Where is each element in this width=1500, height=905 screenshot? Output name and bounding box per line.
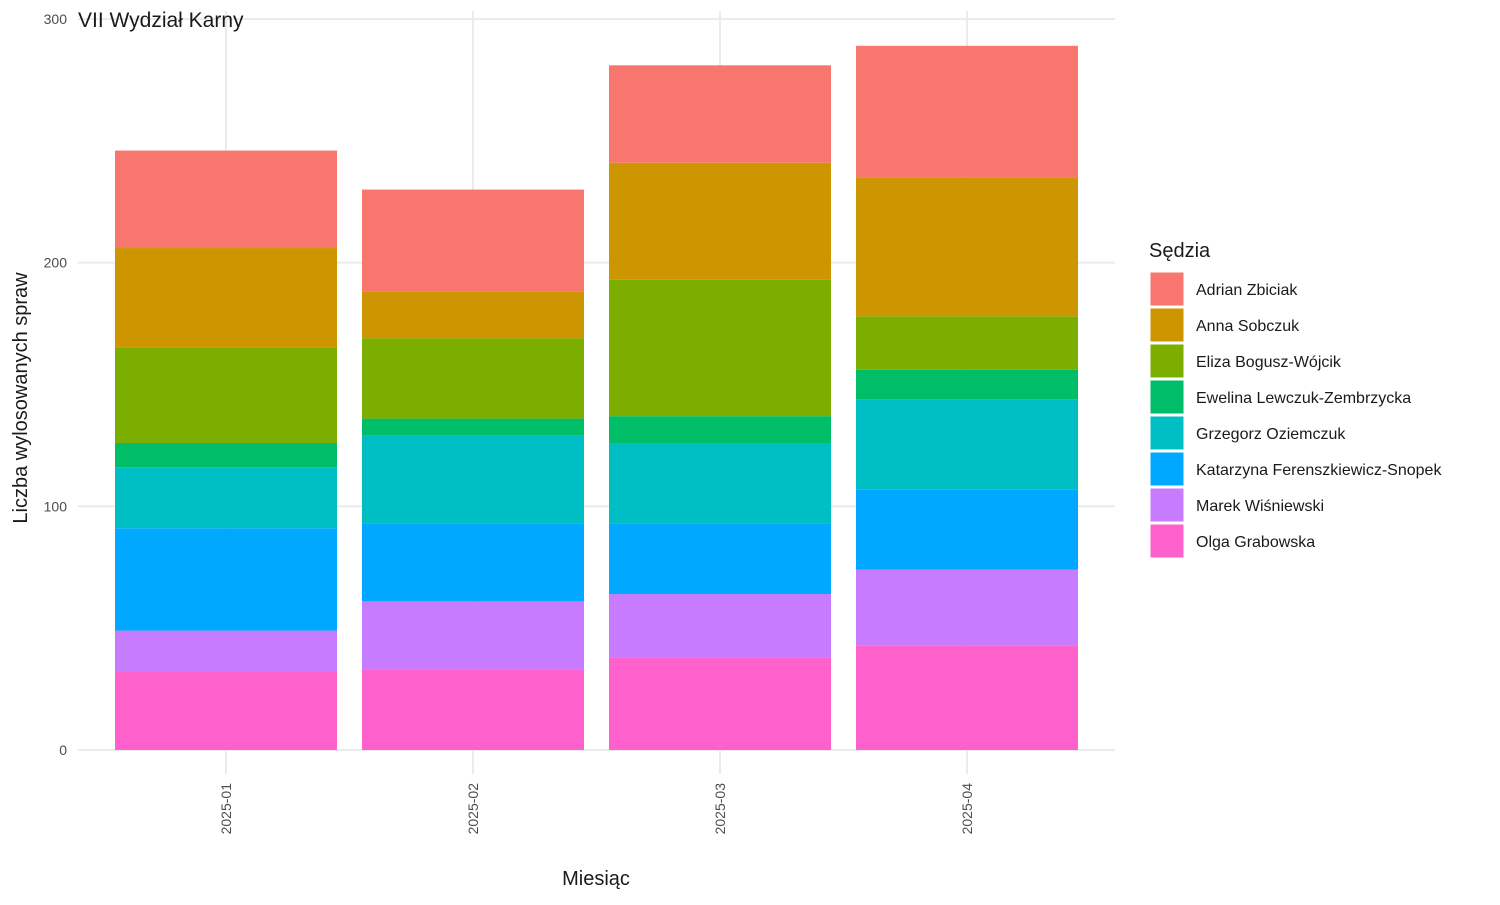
legend-label: Marek Wiśniewski <box>1196 498 1324 515</box>
bar-segment <box>115 347 337 443</box>
bar-segment <box>115 150 337 249</box>
legend-key <box>1149 271 1185 307</box>
bar-segment <box>856 177 1078 317</box>
y-axis-title: Liczba wylosowanych spraw <box>10 272 32 524</box>
bar-segment <box>609 416 831 443</box>
bars <box>115 45 1078 750</box>
legend-key <box>1149 307 1185 343</box>
bar-segment <box>856 369 1078 400</box>
bar-segment <box>856 569 1078 646</box>
bar-segment <box>362 189 584 292</box>
y-axis-ticks: 0 100 200 300 <box>44 11 68 758</box>
legend-key <box>1149 415 1185 451</box>
legend-label: Anna Sobczuk <box>1196 318 1300 335</box>
x-tick-label: 2025-01 <box>218 783 234 835</box>
bar-segment <box>856 489 1078 570</box>
legend-label: Grzegorz Oziemczuk <box>1196 426 1346 443</box>
bar-segment <box>115 528 337 631</box>
x-tick-label: 2025-02 <box>465 783 481 835</box>
legend: Sędzia Adrian Zbiciak Anna Sobczuk Eliza B… <box>1149 240 1442 559</box>
legend-key <box>1149 487 1185 523</box>
x-tick-label: 2025-04 <box>959 783 975 835</box>
x-tick-label: 2025-03 <box>712 783 728 835</box>
legend-title: Sędzia <box>1149 240 1211 262</box>
chart-title: VII Wydział Karny <box>78 9 244 32</box>
bar-segment <box>362 338 584 419</box>
bar-segment <box>115 630 337 673</box>
bar-segment <box>609 594 831 658</box>
bar-segment <box>856 645 1078 750</box>
legend-label: Ewelina Lewczuk-Zembrzycka <box>1196 390 1411 407</box>
bar-segment <box>362 669 584 750</box>
legend-label: Adrian Zbiciak <box>1196 282 1298 299</box>
bar-segment <box>362 523 584 602</box>
bar-segment <box>609 65 831 163</box>
bar-segment <box>362 435 584 524</box>
bar-segment <box>856 45 1078 178</box>
bar-segment <box>609 657 831 750</box>
bar-segment <box>856 316 1078 370</box>
y-tick-label: 0 <box>59 742 67 758</box>
bar-segment <box>609 442 831 524</box>
bar-segment <box>609 279 831 417</box>
legend-key <box>1149 451 1185 487</box>
bar-segment <box>115 467 337 529</box>
bar-segment <box>856 399 1078 490</box>
bar-segment <box>362 601 584 670</box>
y-tick-label: 200 <box>44 255 68 271</box>
x-axis-ticks: 2025-01 2025-02 2025-03 2025-04 <box>218 783 975 835</box>
legend-label: Eliza Bogusz-Wójcik <box>1196 354 1342 371</box>
bar-segment <box>609 523 831 595</box>
y-tick-label: 300 <box>44 11 68 27</box>
legend-key <box>1149 343 1185 379</box>
legend-key <box>1149 523 1185 559</box>
bar-segment <box>609 162 831 280</box>
bar-segment <box>115 442 337 468</box>
legend-label: Olga Grabowska <box>1196 534 1315 551</box>
legend-label: Katarzyna Ferenszkiewicz-Snopek <box>1196 462 1442 479</box>
bar-segment <box>362 291 584 339</box>
bar-segment <box>115 672 337 750</box>
y-tick-label: 100 <box>44 498 68 514</box>
bar-segment <box>115 248 337 348</box>
bar-segment <box>362 418 584 436</box>
x-axis-title: Miesiąc <box>562 868 630 890</box>
legend-key <box>1149 379 1185 415</box>
